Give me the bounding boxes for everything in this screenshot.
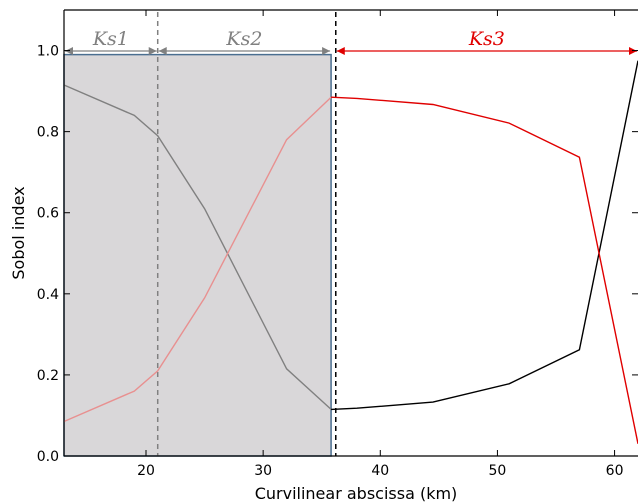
zone-label: Ks2 bbox=[225, 28, 262, 50]
y-axis-label: Sobol index bbox=[9, 186, 28, 279]
x-axis-label: Curvilinear abscissa (km) bbox=[255, 484, 458, 503]
x-tick-label: 60 bbox=[606, 463, 624, 479]
zone-arrow-head-right bbox=[148, 47, 157, 55]
zone-ks1: Ks1 bbox=[65, 26, 157, 55]
x-tick-label: 50 bbox=[489, 463, 507, 479]
axes: 20 30 40 50 60 0.0 0.2 0.4 0.6 0.8 1.0 bbox=[37, 9, 638, 479]
series-line-2 bbox=[63, 96, 332, 423]
y-tick-label: 0.2 bbox=[37, 368, 59, 384]
x-tick-label: 30 bbox=[254, 463, 272, 479]
series-line-3 bbox=[331, 60, 638, 411]
y-tick-label: 0.4 bbox=[37, 287, 59, 303]
y-tick-label: 0.8 bbox=[37, 125, 59, 141]
shaded-region bbox=[63, 53, 332, 457]
series-line-4 bbox=[331, 96, 638, 444]
zone-label: Ks3 bbox=[468, 28, 505, 50]
zone-label: Ks1 bbox=[92, 28, 129, 50]
series-line-1 bbox=[63, 84, 332, 410]
zone-ks2: Ks2 bbox=[158, 26, 331, 55]
y-tick-label: 0.0 bbox=[37, 449, 59, 465]
zone-arrow-head-left bbox=[336, 47, 345, 55]
zone-arrow-head-right bbox=[322, 47, 331, 55]
y-tick-label: 0.6 bbox=[37, 206, 59, 222]
zone-arrow-head-left bbox=[158, 47, 167, 55]
y-tick-label: 1.0 bbox=[37, 44, 59, 60]
plot-area: Ks1 Ks2 Ks3 bbox=[63, 12, 638, 457]
zone-ks3: Ks3 bbox=[336, 26, 637, 55]
x-tick-label: 40 bbox=[371, 463, 389, 479]
x-tick-label: 20 bbox=[137, 463, 155, 479]
